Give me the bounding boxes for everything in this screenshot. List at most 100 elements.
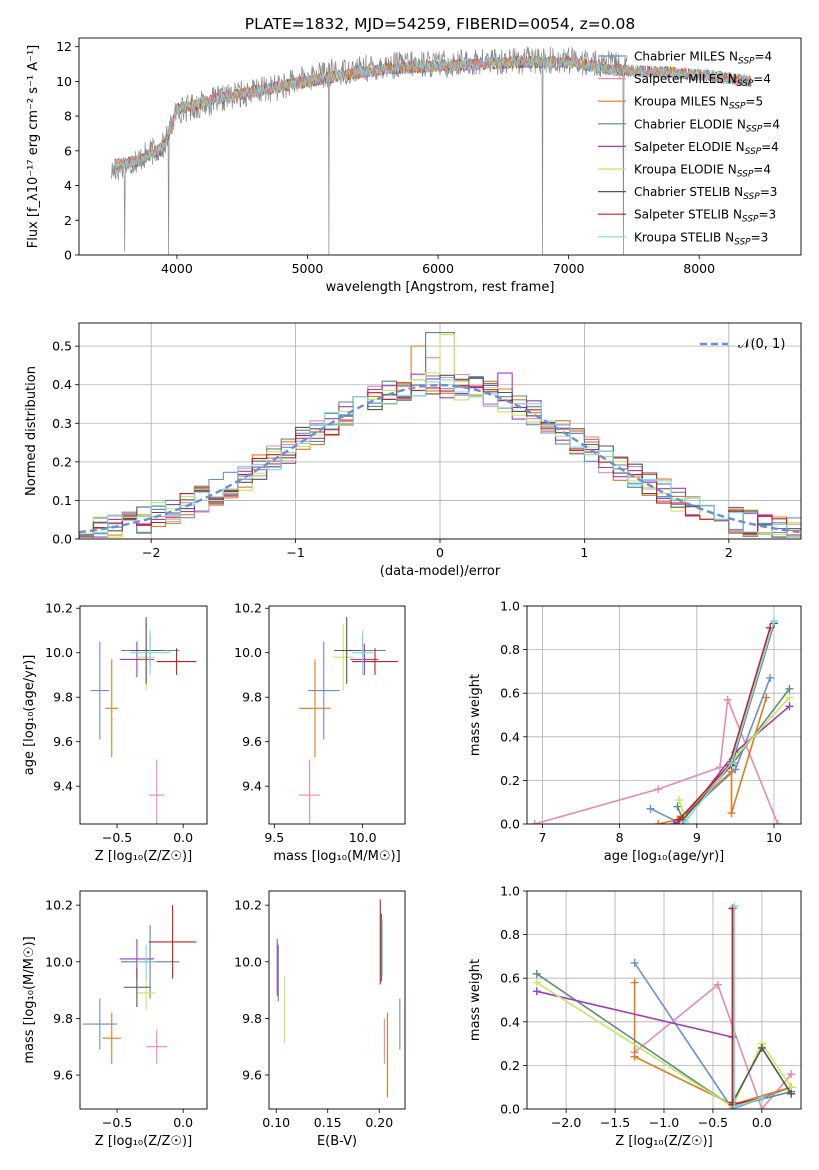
- y-axis-label: mass weight: [468, 674, 483, 756]
- errorbar-point: [352, 648, 398, 675]
- weight-marker: [630, 978, 639, 987]
- x-tick-label: 10.0: [349, 830, 377, 845]
- axes-frame-weight_vs_age: [526, 605, 802, 825]
- x-tick-label: 6000: [422, 261, 454, 276]
- y-tick-label: 0.4: [52, 377, 72, 392]
- weight-marker: [530, 820, 539, 824]
- figure-title: PLATE=1832, MJD=54259, FIBERID=0054, z=0…: [245, 15, 635, 33]
- x-axis-label: Z [log₁₀(Z/Z☉)]: [95, 1134, 192, 1149]
- spectrum-legend: Chabrier MILES NSSP=4 Salpeter MILES NSSP…: [598, 50, 780, 247]
- weight-marker: [757, 1043, 766, 1052]
- axes-mass_vs_ebv: 0.10 0.15 0.20 9.6 9.8 10.0 10.2 E(B-V): [234, 898, 393, 1149]
- errorbar-point: [350, 643, 379, 675]
- x-tick-label: 5000: [292, 261, 324, 276]
- weight-marker: [715, 763, 724, 772]
- y-tick-label: 9.6: [53, 1068, 73, 1083]
- x-axis-label: E(B-V): [317, 1134, 357, 1149]
- residual-legend: 𝒩(0, 1): [700, 337, 785, 352]
- errorbar-point: [156, 648, 197, 675]
- y-tick-label: 9.6: [242, 734, 262, 749]
- weight-line: [650, 677, 771, 823]
- errorbar-point: [105, 659, 119, 758]
- x-tick-label: −1.5: [600, 1115, 630, 1130]
- legend-entry: Kroupa MILES NSSP=5: [634, 95, 763, 112]
- y-tick-label: 0.4: [500, 729, 520, 744]
- axes-frame-mass_vs_Z: [79, 890, 208, 1110]
- errorbars-mass_vs_ebv: [276, 899, 401, 1098]
- y-tick-label: 10.2: [45, 898, 73, 913]
- legend-entry: Salpeter MILES NSSP=4: [634, 72, 771, 89]
- errorbar-point: [102, 1012, 122, 1064]
- y-tick-label: 10.0: [45, 954, 73, 969]
- weight-marker: [532, 978, 541, 987]
- axes-weight_vs_Z: −2.0 −1.5 −1.0 −0.5 0.0 0.0 0.2 0.4 0.6 0.8 1.0 Z […: [468, 884, 801, 1149]
- x-tick-label: 0.0: [173, 830, 193, 845]
- axes-frame-spectrum: [78, 37, 802, 256]
- weight-line: [658, 697, 768, 824]
- y-tick-label: 9.8: [242, 1011, 262, 1026]
- y-tick-label: 10.0: [45, 645, 73, 660]
- weight-marker: [785, 702, 794, 711]
- weight-marker: [769, 617, 778, 626]
- x-tick-label: 7000: [553, 261, 585, 276]
- y-tick-label: 0: [64, 248, 72, 263]
- x-axis-label: Z [log₁₀(Z/Z☉)]: [615, 1134, 712, 1149]
- y-tick-label: 0.5: [52, 339, 72, 354]
- weight-line: [633, 962, 792, 1109]
- y-tick-label: 0.6: [500, 971, 520, 986]
- weight-marker: [785, 684, 794, 693]
- x-tick-label: −2.0: [551, 1115, 581, 1130]
- y-tick-label: 0.6: [500, 686, 520, 701]
- errorbar-point: [352, 630, 374, 675]
- errorbars-age_vs_Z: [90, 617, 197, 824]
- y-axis-label: age [log₁₀(age/yr)]: [22, 655, 37, 776]
- axes-frame-weight_vs_Z: [526, 890, 802, 1110]
- x-tick-label: −0.5: [102, 830, 132, 845]
- weight-marker: [713, 980, 722, 989]
- x-tick-label: 8: [616, 830, 624, 845]
- spectrum-lines: [111, 46, 752, 255]
- weight-marker: [673, 802, 682, 811]
- y-tick-label: 2: [64, 213, 72, 228]
- x-tick-label: 0.15: [314, 1115, 342, 1130]
- y-axis-label: Normed distribution: [24, 366, 39, 496]
- y-tick-label: 6: [64, 143, 72, 158]
- y-tick-label: 9.4: [242, 779, 262, 794]
- axes-age_vs_mass: 9.5 10.0 9.4 9.6 9.8 10.0 10.2 mass [log₁₀(M/M☉…: [234, 601, 401, 864]
- model-spectrum-line: [114, 55, 752, 170]
- x-tick-label: 0.0: [752, 1115, 772, 1130]
- y-tick-label: 0.0: [500, 1102, 520, 1117]
- weight-marker: [675, 815, 684, 824]
- weight-marker: [630, 958, 639, 967]
- x-tick-label: 9.5: [264, 830, 284, 845]
- y-tick-label: 9.4: [53, 779, 73, 794]
- errorbar-point: [119, 641, 155, 678]
- x-tick-label: −1.0: [649, 1115, 679, 1130]
- observed-spectrum-line: [111, 46, 628, 255]
- weight-marker: [730, 902, 739, 911]
- y-tick-label: 0.3: [52, 416, 72, 431]
- x-tick-label: −2: [142, 545, 160, 560]
- weight-marker: [766, 673, 775, 682]
- errorbar-point: [334, 617, 360, 684]
- errorbar-point: [90, 641, 110, 740]
- errorbar-point: [332, 623, 354, 691]
- x-axis-label: mass [log₁₀(M/M☉)]: [273, 849, 400, 864]
- y-tick-label: 0.0: [500, 817, 520, 832]
- y-tick-label: 10.0: [234, 645, 262, 660]
- weight-marker: [532, 969, 541, 978]
- x-tick-label: 4000: [161, 261, 193, 276]
- legend-entry: Salpeter ELODIE NSSP=4: [634, 140, 779, 157]
- weight-lines-weight_vs_age: [530, 617, 794, 824]
- weight-marker: [785, 693, 794, 702]
- x-tick-label: 0.10: [262, 1115, 290, 1130]
- errorbar-point: [307, 641, 340, 740]
- weight-line: [678, 697, 790, 820]
- y-tick-label: 0.2: [52, 454, 72, 469]
- y-axis-label: mass [log₁₀(M/M☉)]: [22, 936, 37, 1063]
- weight-marker: [654, 820, 663, 824]
- errorbar-point: [299, 759, 321, 824]
- errorbar-point: [148, 759, 165, 824]
- y-tick-label: 0.1: [52, 493, 72, 508]
- histogram-steps: [79, 332, 801, 539]
